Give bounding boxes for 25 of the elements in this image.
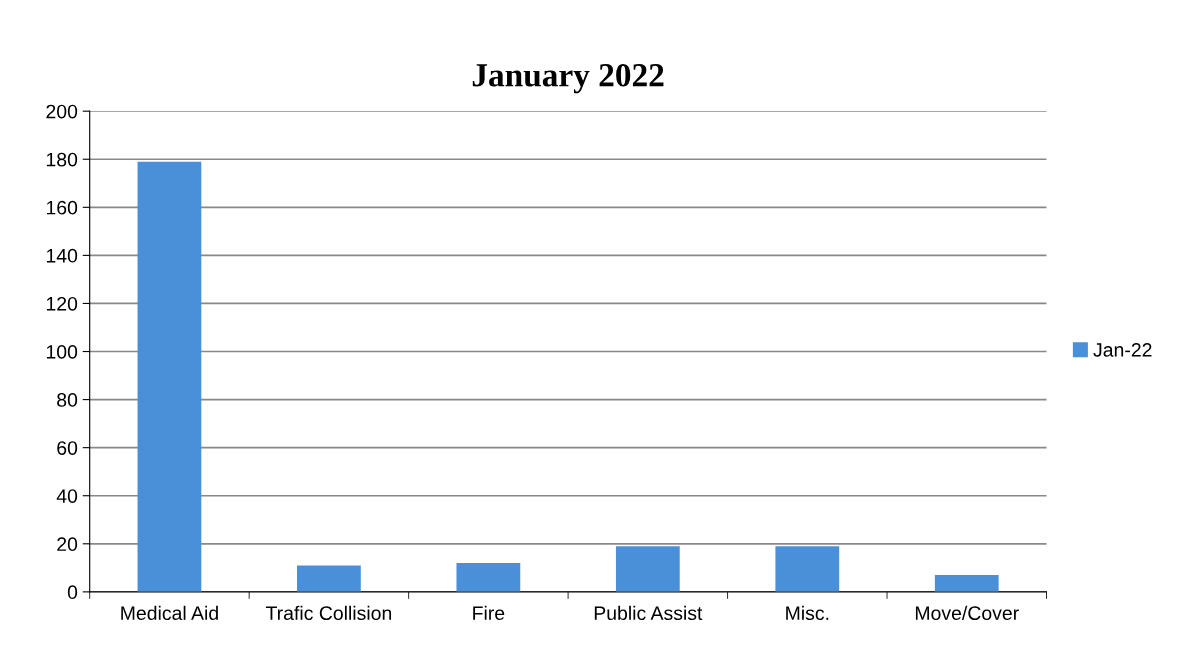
y-tick-label: 0 [67, 585, 78, 600]
y-tick-label: 140 [46, 248, 78, 263]
x-tick-label: Trafic Collision [265, 605, 392, 621]
y-tick-label: 160 [46, 200, 78, 215]
y-tick-label: 100 [46, 344, 78, 359]
y-tick-label: 180 [46, 152, 78, 167]
bar [775, 546, 840, 592]
bar [297, 565, 361, 592]
y-tick-label: 20 [57, 537, 78, 552]
y-tick-label: 40 [56, 489, 78, 503]
bar [615, 546, 680, 592]
x-tick-label: Medical Aid [121, 605, 218, 621]
bar [934, 575, 999, 592]
legend-label: Jan-22 [1093, 342, 1152, 357]
x-tick-label: Public Assist [594, 605, 703, 621]
x-tick-label: Move/Cover [915, 605, 1019, 621]
y-tick-label: 60 [57, 441, 78, 455]
bar [137, 161, 202, 592]
bar [456, 563, 521, 592]
x-tick-label: Misc. [786, 605, 829, 621]
chart-title: January 2022 [472, 64, 664, 94]
y-tick-label: 200 [46, 104, 78, 119]
y-tick-label: 80 [57, 393, 78, 407]
x-tick-label: Fire [473, 605, 505, 621]
y-tick-label: 120 [46, 296, 78, 311]
